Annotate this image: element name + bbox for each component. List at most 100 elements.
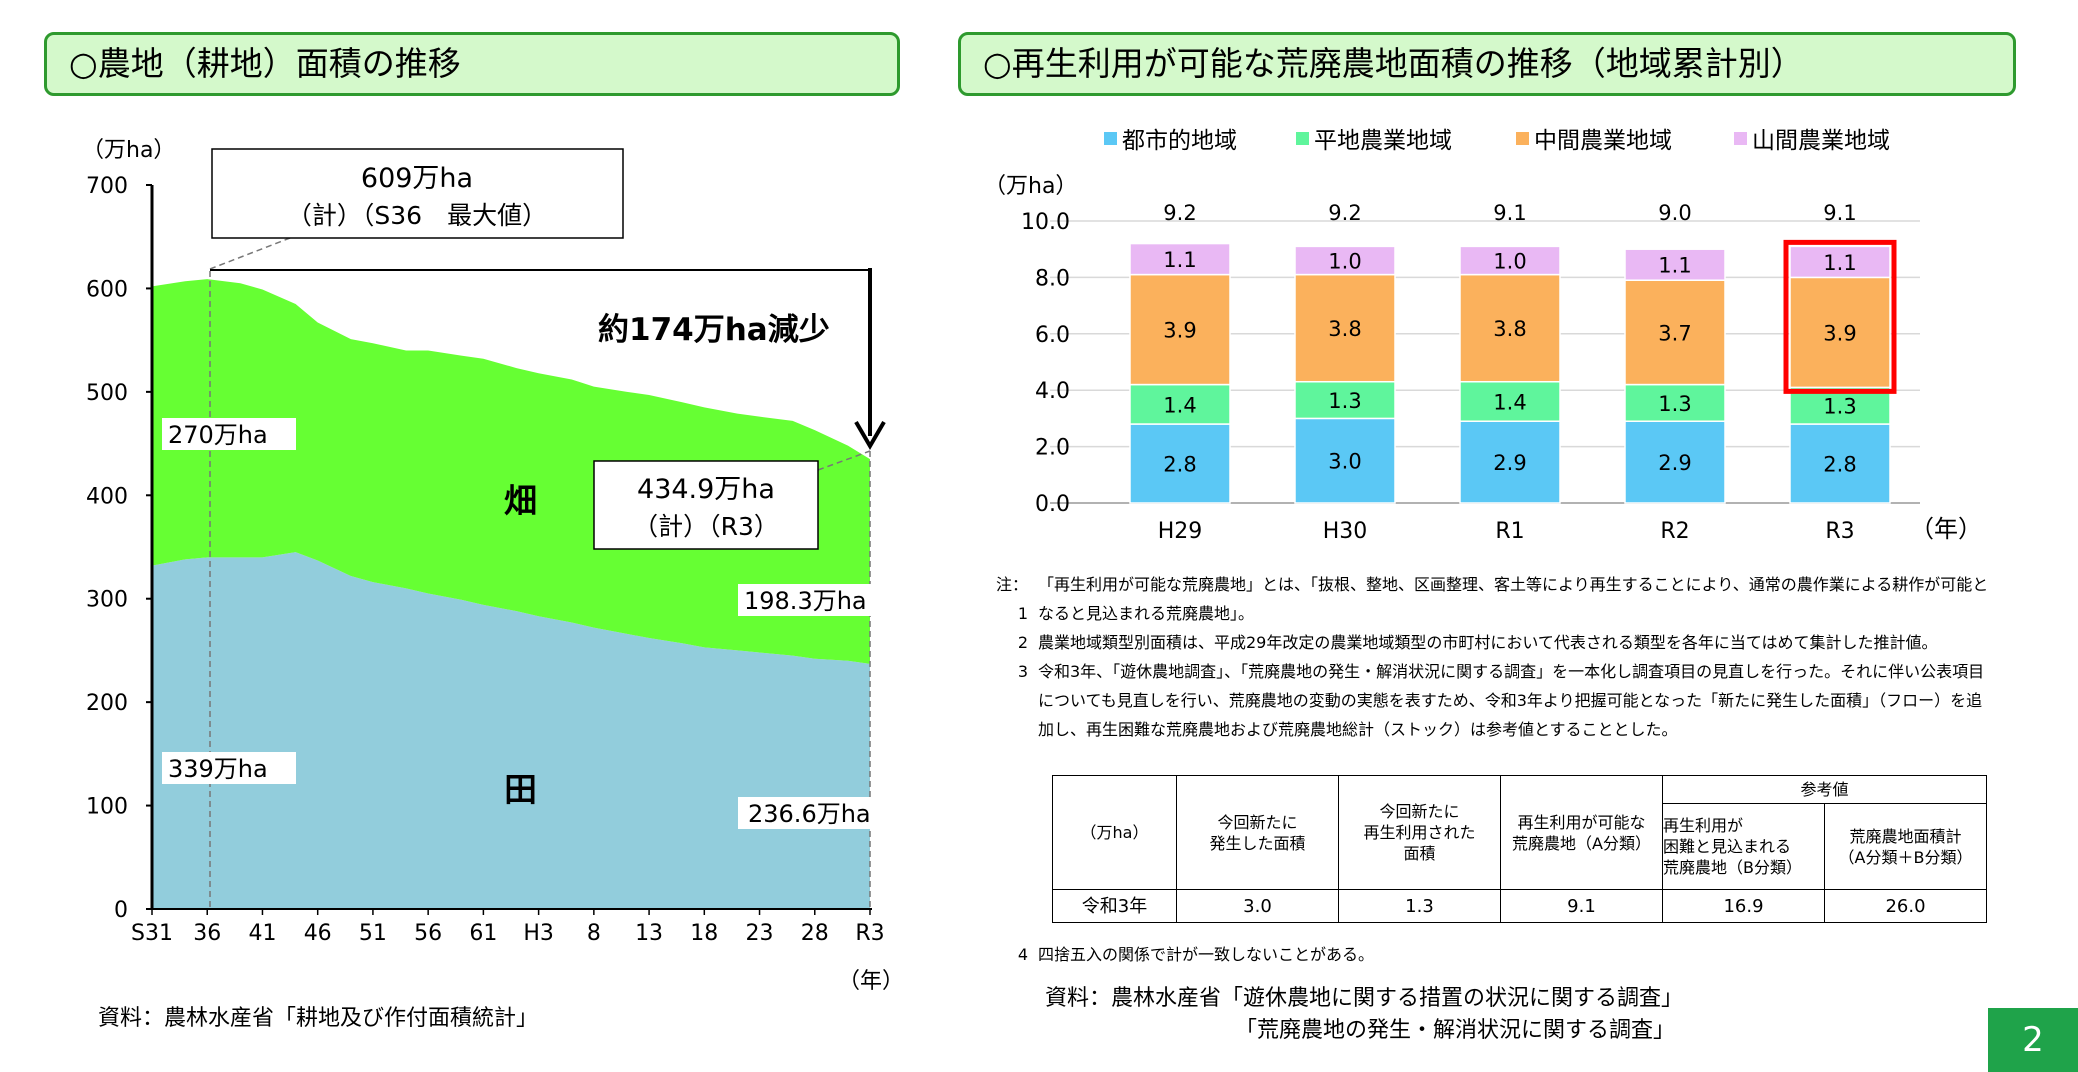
left-source: 資料：農林水産省「耕地及び作付面積統計」 xyxy=(98,1006,539,1031)
max-value-line1: 609万ha xyxy=(361,163,473,194)
bar-y-ticks: 0.0 2.0 4.0 6.0 8.0 10.0 xyxy=(1021,210,1070,517)
ta-start-label-bg xyxy=(162,752,296,784)
bar-segment-label: 1.3 xyxy=(1328,389,1361,413)
legend-swatch xyxy=(1516,132,1529,145)
ta-start-label: 339万ha xyxy=(168,755,268,783)
bar-highlight-frame xyxy=(1783,239,1897,394)
table-row-label: 令和3年 xyxy=(1052,889,1177,923)
bar-segment-label: 1.1 xyxy=(1163,248,1196,272)
bar-segment-label: 3.8 xyxy=(1328,317,1361,341)
area-x-unit-label: （年） xyxy=(838,969,904,994)
bar-segment xyxy=(1624,420,1726,504)
area-x-tick-label: 8 xyxy=(587,921,601,946)
bar-segment xyxy=(1789,423,1891,504)
note-3-text: 令和3年、「遊休農地調査」、「荒廃農地の発生・解消状況に関する調査」を一本化し調… xyxy=(1038,662,1985,739)
area-series-ta xyxy=(152,552,870,909)
legend-swatch xyxy=(1104,132,1117,145)
area-y-tick-label: 200 xyxy=(86,691,128,716)
bar-segment xyxy=(1459,380,1561,422)
area-y-unit-label: （万ha） xyxy=(82,138,175,163)
bar-segment xyxy=(1624,279,1726,386)
bar-x-tick-label: H29 xyxy=(1158,519,1203,544)
bar-segment xyxy=(1129,423,1231,504)
note-4: 4 四捨五入の関係で計が一致しないことがある。 xyxy=(996,940,1996,969)
right-source-line1: 資料：農林水産省「遊休農地に関する措置の状況に関する調査」 xyxy=(1045,986,1684,1011)
table-header-reference: 参考値 xyxy=(1662,775,1987,804)
bar-y-tick-label: 0.0 xyxy=(1035,492,1070,517)
bar-segment xyxy=(1294,245,1396,276)
bar-segment-label: 3.9 xyxy=(1163,319,1196,343)
decrease-label: 約174万ha減少 xyxy=(598,312,830,348)
legend-label: 山間農業地域 xyxy=(1752,128,1890,154)
ta-end-label: 236.6万ha xyxy=(748,800,871,828)
note-2-number: 2 xyxy=(1017,633,1028,652)
table-header-b: 再生利用が 困難と見込まれる 荒廃農地（B分類） xyxy=(1662,803,1825,890)
area-x-tick-label: 18 xyxy=(690,921,718,946)
note-3: 3 令和3年、「遊休農地調査」、「荒廃農地の発生・解消状況に関する調査」を一本化… xyxy=(996,657,1996,744)
bar-segment-label: 3.7 xyxy=(1658,321,1691,345)
notes-block: 注：1 「再生利用が可能な荒廃農地」とは、「抜根、整地、区画整理、客土等により再… xyxy=(996,570,1996,744)
bar-x-tick-label: R2 xyxy=(1660,519,1689,544)
hata-start-label-bg xyxy=(162,418,296,450)
area-x-tick-label: 56 xyxy=(414,921,442,946)
legend-label: 平地農業地域 xyxy=(1314,128,1452,154)
bar-y-tick-label: 10.0 xyxy=(1021,210,1070,235)
area-x-tick-label: 61 xyxy=(469,921,497,946)
bar-x-unit-label: （年） xyxy=(1910,515,1982,543)
bar-x-tick-label: R3 xyxy=(1825,519,1854,544)
bar-segment-label: 1.0 xyxy=(1328,249,1361,273)
bar-y-tick-label: 6.0 xyxy=(1035,323,1070,348)
bar-x-ticks: H29 H30 R1 R2 R3 xyxy=(1158,519,1855,544)
hata-end-label: 198.3万ha xyxy=(744,587,867,615)
bar-segment xyxy=(1459,245,1561,276)
left-panel-title: ○農地（耕地）面積の推移 xyxy=(44,32,900,96)
right-panel-title: ○再生利用が可能な荒廃農地面積の推移（地域累計別） xyxy=(958,32,2016,96)
max-box-leader xyxy=(209,237,291,270)
bar-segment-label: 3.0 xyxy=(1328,450,1361,474)
bar-segment xyxy=(1459,273,1561,383)
bar-segment-label: 2.9 xyxy=(1658,451,1691,475)
bar-y-unit-label: （万ha） xyxy=(984,174,1077,199)
note-4-block: 4 四捨五入の関係で計が一致しないことがある。 xyxy=(996,940,1996,969)
table-cell-new: 3.0 xyxy=(1176,889,1339,923)
area-y-tick-label: 500 xyxy=(86,381,128,406)
bar-total-label: 9.1 xyxy=(1823,201,1856,225)
bar-x-tick-label: R1 xyxy=(1495,519,1524,544)
bar-segment-label: 3.8 xyxy=(1493,317,1526,341)
ta-end-label-bg xyxy=(738,797,882,829)
table-header-new: 今回新たに 発生した面積 xyxy=(1176,775,1339,890)
area-x-tick-label: 51 xyxy=(359,921,387,946)
bar-segment-label: 2.9 xyxy=(1493,451,1526,475)
area-x-tick-label: 36 xyxy=(193,921,221,946)
hata-area-label: 畑 xyxy=(504,481,537,520)
bar-segment-label: 2.8 xyxy=(1823,453,1856,477)
area-y-ticks: 0 100 200 300 400 500 600 700 xyxy=(86,174,152,923)
bar-total-label: 9.2 xyxy=(1328,201,1361,225)
bar-total-label: 9.2 xyxy=(1163,201,1196,225)
area-y-tick-label: 300 xyxy=(86,588,128,613)
max-value-box xyxy=(211,148,624,239)
right-source-line2: 「荒廃農地の発生・解消状況に関する調査」 xyxy=(1235,1018,1676,1043)
area-x-tick-label: 13 xyxy=(635,921,663,946)
area-x-tick-label: 41 xyxy=(248,921,276,946)
table-header-total: 荒廃農地面積計 （A分類＋B分類） xyxy=(1824,803,1987,890)
area-series-group xyxy=(152,279,870,909)
bar-segment xyxy=(1129,242,1231,276)
bar-segment-label: 1.0 xyxy=(1493,249,1526,273)
bar-total-label: 9.1 xyxy=(1493,201,1526,225)
bar-segment xyxy=(1624,248,1726,281)
legend-label: 中間農業地域 xyxy=(1534,128,1672,154)
area-y-tick-label: 0 xyxy=(114,898,128,923)
area-x-tick-label: S31 xyxy=(131,921,173,946)
bar-x-tick-label: H30 xyxy=(1323,519,1368,544)
decrease-arrow-head xyxy=(854,420,886,450)
bar-y-tick-label: 8.0 xyxy=(1035,266,1070,291)
note-2-text: 農業地域類型別面積は、平成29年改定の農業地域類型の市町村において代表される類型… xyxy=(1038,633,1938,652)
table-cell-total: 26.0 xyxy=(1824,889,1987,923)
bar-segment xyxy=(1129,383,1231,425)
area-x-ticks: S31 36 41 46 51 56 61 H3 8 13 18 23 28 R3 xyxy=(131,909,885,946)
table-cell-b: 16.9 xyxy=(1662,889,1825,923)
bar-legend: 都市的地域 平地農業地域 中間農業地域 山間農業地域 xyxy=(1104,128,1890,154)
note-4-text: 四捨五入の関係で計が一致しないことがある。 xyxy=(1038,945,1375,964)
